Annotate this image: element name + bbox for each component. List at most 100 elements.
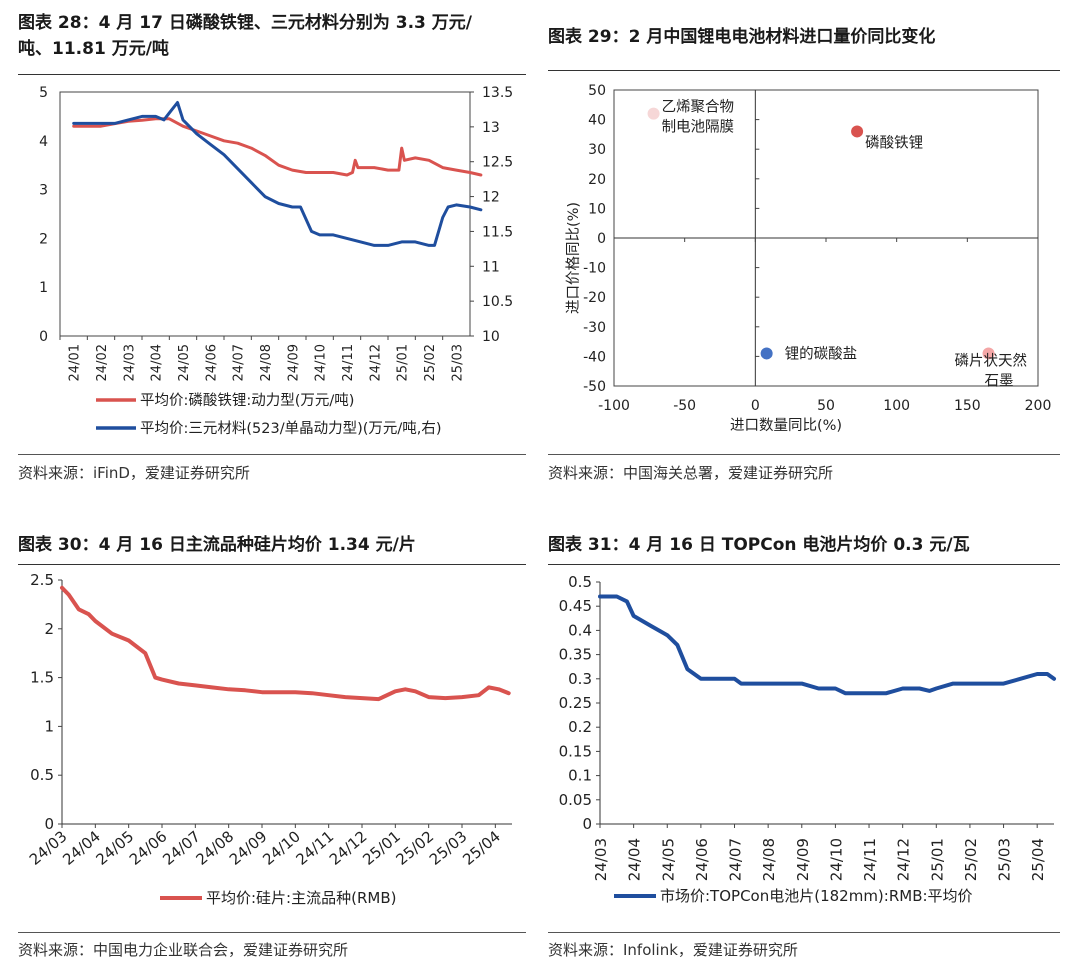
chart28-x-tick-label: 25/03	[450, 344, 465, 381]
chart28-bottom-rule	[18, 454, 526, 455]
chart30-title-line1: 图表 30：4 月 16 日主流品种硅片均价 1.34 元/片	[18, 535, 416, 555]
chart31-title-line1: 图表 31：4 月 16 日 TOPCon 电池片均价 0.3 元/瓦	[548, 535, 970, 555]
chart28-x-tick-label: 24/09	[286, 344, 301, 381]
chart28-y2-tick-label: 12.5	[482, 155, 513, 171]
chart31-x-tick-label: 24/09	[794, 838, 812, 881]
chart29-point-label-1: 乙烯聚合物	[662, 99, 735, 116]
chart31-y-tick-label: 0.4	[568, 621, 592, 639]
chart29-source: 资料来源：中国海关总署，爱建证券研究所	[548, 464, 834, 482]
chart28-x-tick-label: 24/10	[314, 344, 329, 381]
chart28-plot-frame	[59, 91, 471, 337]
chart28-y-tick-label: 2	[39, 231, 48, 247]
chart29-y-tick-label: 0	[597, 231, 606, 247]
chart28-x-tick-label: 25/01	[396, 344, 411, 381]
chart29-title-line1: 图表 29：2 月中国锂电电池材料进口量价同比变化	[548, 27, 936, 47]
chart31-bottom-rule	[548, 932, 1060, 933]
chart30-y-tick-label: 0.5	[30, 766, 54, 784]
chart28-x-tick-label: 24/03	[122, 344, 137, 381]
chart31-y-tick-label: 0.25	[559, 694, 592, 712]
chart28-x-tick-label: 24/06	[204, 344, 219, 381]
chart28-source: 资料来源：iFinD，爱建证券研究所	[18, 464, 250, 482]
chart29-point-3	[760, 347, 773, 360]
chart28-title-line2: 吨、11.81 万元/吨	[18, 39, 169, 59]
chart28-y2-tick-label: 13	[482, 120, 500, 136]
chart30-y-tick-label: 2	[44, 620, 54, 638]
chart28-x-tick-label: 24/11	[341, 344, 356, 381]
chart30-x-tick-label: 25/02	[393, 827, 438, 869]
chart29-point-label-2: 磷酸铁锂	[865, 134, 923, 151]
chart30-title: 图表 30：4 月 16 日主流品种硅片均价 1.34 元/片	[18, 532, 538, 558]
chart28-x-tick-label: 24/12	[368, 344, 383, 381]
chart28-x-tick-label: 24/05	[177, 344, 192, 381]
chart28-series-line-1	[72, 117, 483, 177]
chart31-x-tick-label: 25/01	[928, 838, 946, 881]
chart28-x-tick-label: 24/07	[232, 344, 247, 381]
chart29-y-tick-label: -30	[583, 320, 606, 336]
chart29-x-tick-label: 50	[817, 398, 835, 414]
chart28-y2-tick-label: 11	[482, 259, 500, 275]
chart29-bottom-rule	[548, 454, 1060, 455]
chart28-y-tick-label: 0	[39, 329, 48, 345]
chart31-source: 资料来源：Infolink，爱建证券研究所	[548, 941, 798, 959]
chart31-x-tick-label: 24/07	[727, 838, 745, 881]
chart29-x-tick-label: 150	[954, 398, 981, 414]
chart31-y-tick-label: 0.2	[568, 718, 592, 736]
chart31-x-tick-label: 25/02	[962, 838, 980, 881]
chart28-series-line-2	[72, 101, 483, 247]
chart30-y-tick-label: 0	[44, 815, 54, 833]
chart31-x-tick-label: 24/04	[626, 838, 644, 881]
chart29-point-label2-4: 石墨	[985, 373, 1014, 389]
chart31-y-tick-label: 0	[582, 815, 592, 833]
chart30-x-tick-label: 24/09	[226, 827, 271, 869]
chart30-y-tick-label: 2.5	[30, 571, 54, 589]
chart31-x-tick-label: 24/08	[760, 838, 778, 881]
chart30-x-tick-label: 24/05	[93, 827, 138, 869]
chart28-x-tick-label: 24/02	[95, 344, 110, 381]
chart29-x-tick-label: -100	[598, 398, 630, 414]
chart28-y2-tick-label: 10.5	[482, 294, 513, 310]
chart31-y-tick-label: 0.35	[559, 646, 592, 664]
chart28-x-tick-label: 25/02	[423, 344, 438, 381]
chart28-title: 图表 28：4 月 17 日磷酸铁锂、三元材料分别为 3.3 万元/ 吨、11.…	[18, 10, 538, 62]
chart29-point-2	[851, 125, 864, 138]
chart30-x-tick-label: 24/03	[26, 827, 71, 869]
chart31-x-tick-label: 24/10	[827, 838, 845, 881]
chart28-y2-tick-label: 13.5	[482, 85, 513, 101]
chart29-x-axis-label: 进口数量同比(%)	[730, 417, 842, 434]
chart29-point-4	[982, 347, 995, 360]
chart31-y-tick-label: 0.05	[559, 791, 592, 809]
chart29-point-1	[647, 107, 660, 120]
chart30-series-line	[60, 585, 511, 702]
chart30-x-tick-label: 24/08	[193, 827, 238, 869]
chart28-y2-tick-label: 10	[482, 329, 500, 345]
chart29-y-tick-label: -50	[583, 379, 606, 395]
chart31-title: 图表 31：4 月 16 日 TOPCon 电池片均价 0.3 元/瓦	[548, 532, 1068, 558]
chart29-y-tick-label: -20	[583, 290, 606, 306]
chart30-legend-label: 平均价:硅片:主流品种(RMB)	[206, 889, 396, 907]
chart29-y-tick-label: 40	[588, 113, 606, 129]
chart30-x-tick-label: 25/04	[459, 827, 504, 869]
chart30-x-tick-label: 24/04	[59, 827, 104, 869]
chart29-x-tick-label: -50	[673, 398, 696, 414]
chart28-x-tick-label: 24/01	[68, 344, 83, 381]
chart29-point-label-4: 磷片状天然	[955, 352, 1028, 369]
chart30-x-tick-label: 24/12	[326, 827, 371, 869]
chart29-point-label-3: 锂的碳酸盐	[785, 345, 858, 362]
chart28-title-line1: 图表 28：4 月 17 日磷酸铁锂、三元材料分别为 3.3 万元/	[18, 13, 472, 33]
chart30-x-tick-label: 24/11	[293, 827, 338, 869]
chart29-x-tick-label: 200	[1025, 398, 1052, 414]
chart29-point-label2-1: 制电池隔膜	[662, 119, 735, 136]
chart29-x-tick-label: 0	[751, 398, 760, 414]
chart28-legend-label-1: 平均价:磷酸铁锂:动力型(万元/吨)	[140, 392, 354, 409]
chart30-source: 资料来源：中国电力企业联合会，爱建证券研究所	[18, 941, 349, 959]
chart29-x-tick-label: 100	[883, 398, 910, 414]
chart29-y-tick-label: 10	[588, 201, 606, 217]
chart31-top-rule	[548, 564, 1060, 565]
chart29-y-axis-label: 进口价格同比(%)	[565, 202, 582, 314]
chart28-y-tick-label: 4	[39, 134, 48, 150]
chart31-y-tick-label: 0.3	[568, 670, 592, 688]
chart30-x-tick-label: 24/10	[259, 827, 304, 869]
chart29-top-rule	[548, 70, 1060, 71]
chart28-top-rule	[18, 74, 526, 75]
